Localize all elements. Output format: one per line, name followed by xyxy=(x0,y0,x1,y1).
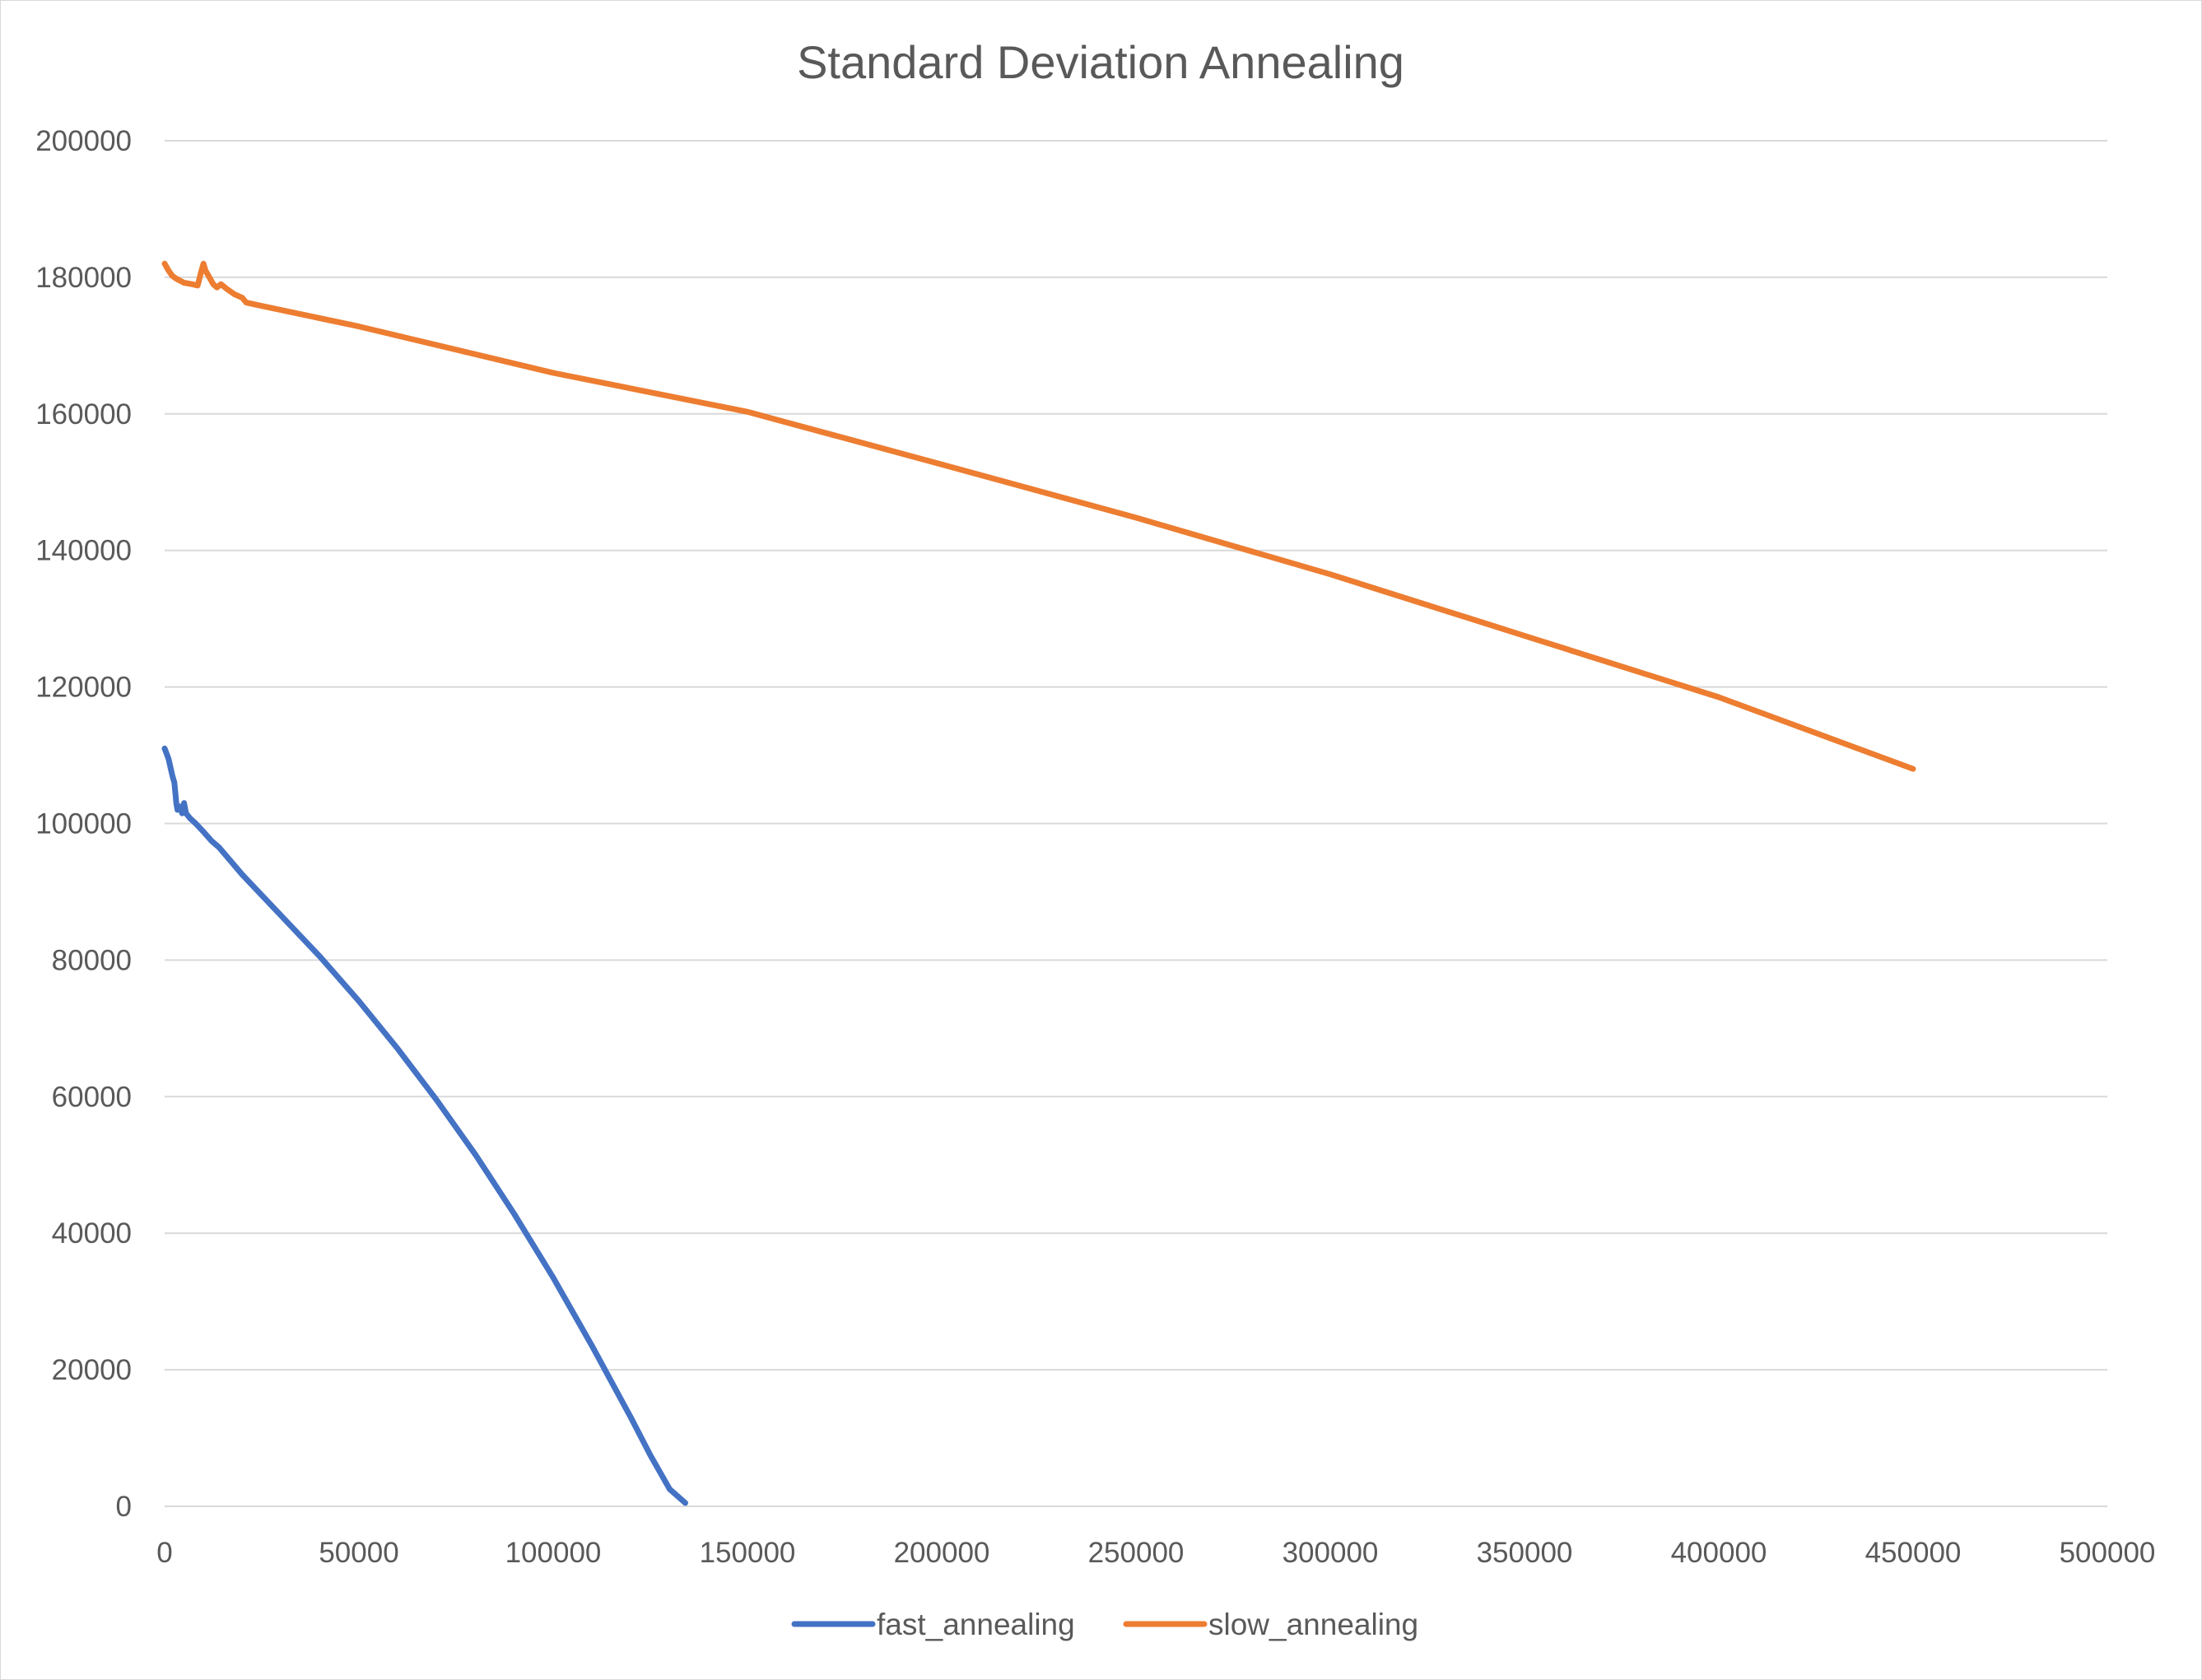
x-tick-label: 450000 xyxy=(1865,1537,1962,1569)
x-tick-label: 50000 xyxy=(319,1537,398,1569)
chart-title: Standard Deviation Annealing xyxy=(797,36,1404,88)
x-tick-label: 0 xyxy=(156,1537,172,1569)
x-axis-tick-labels: 0 50000 100000 150000 200000 250000 300000 3500… xyxy=(156,1537,2155,1569)
y-tick-label: 60000 xyxy=(52,1081,132,1113)
y-tick-label: 80000 xyxy=(52,944,132,976)
y-tick-label: 180000 xyxy=(35,262,132,294)
y-tick-label: 120000 xyxy=(35,672,132,704)
y-tick-label: 200000 xyxy=(35,125,132,157)
y-tick-label: 40000 xyxy=(52,1217,132,1250)
y-tick-label: 100000 xyxy=(35,808,132,840)
x-tick-label: 250000 xyxy=(1088,1537,1185,1569)
x-tick-label: 500000 xyxy=(2060,1537,2156,1569)
y-tick-label: 160000 xyxy=(35,398,132,430)
legend: fast_annealing slow_annealing xyxy=(791,1608,1418,1641)
x-tick-label: 200000 xyxy=(894,1537,990,1569)
gridlines xyxy=(165,140,2107,1507)
series-line-slow-annealing xyxy=(161,260,1916,772)
legend-label-slow-annealing: slow_annealing xyxy=(1208,1608,1418,1641)
y-tick-label: 20000 xyxy=(52,1354,132,1386)
legend-label-fast-annealing: fast_annealing xyxy=(877,1608,1075,1641)
x-tick-label: 100000 xyxy=(505,1537,602,1569)
x-tick-label: 300000 xyxy=(1283,1537,1379,1569)
x-tick-label: 400000 xyxy=(1671,1537,1767,1569)
x-tick-label: 350000 xyxy=(1477,1537,1573,1569)
y-tick-label: 0 xyxy=(116,1491,132,1523)
y-axis-tick-labels: 0 20000 40000 60000 80000 100000 120000 140000 1… xyxy=(35,125,132,1523)
series-line-fast-annealing xyxy=(161,745,688,1506)
y-tick-label: 140000 xyxy=(35,535,132,567)
series-lines xyxy=(161,260,1916,1506)
x-tick-label: 150000 xyxy=(700,1537,796,1569)
